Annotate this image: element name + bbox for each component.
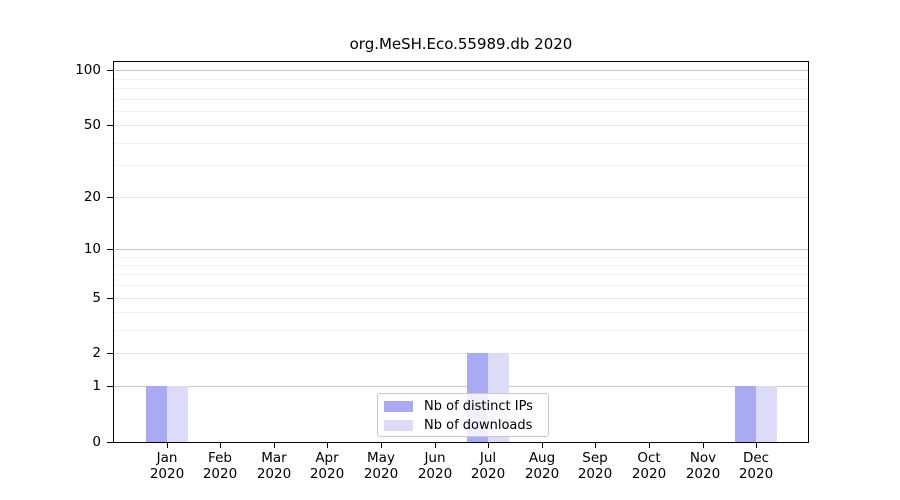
x-axis-label: Sep 2020 bbox=[560, 450, 630, 482]
minor-gridline bbox=[114, 111, 808, 112]
y-axis-tick bbox=[107, 442, 113, 443]
y-axis-label: 100 bbox=[75, 62, 101, 78]
x-axis-tick bbox=[542, 443, 543, 448]
x-axis-label: Mar 2020 bbox=[239, 450, 309, 482]
x-axis-label-month: Jan bbox=[156, 450, 178, 466]
major-gridline bbox=[114, 386, 808, 387]
legend-label: Nb of distinct IPs bbox=[424, 399, 533, 414]
x-axis-tick bbox=[488, 443, 489, 448]
y-axis-label: 50 bbox=[83, 117, 101, 133]
x-axis-label-year: 2020 bbox=[309, 466, 345, 482]
y-axis-tick bbox=[107, 197, 113, 198]
x-axis-label: Feb 2020 bbox=[185, 450, 255, 482]
x-axis-tick bbox=[167, 443, 168, 448]
minor-gridline bbox=[114, 143, 808, 144]
x-axis-label-year: 2020 bbox=[577, 466, 613, 482]
y-axis-tick bbox=[107, 298, 113, 299]
y-axis-label: 5 bbox=[92, 290, 101, 306]
minor-gridline bbox=[114, 285, 808, 286]
y-axis-tick bbox=[107, 70, 113, 71]
y-axis-tick bbox=[107, 125, 113, 126]
x-axis-label-month: Jun bbox=[424, 450, 446, 466]
x-axis-label-year: 2020 bbox=[470, 466, 506, 482]
bar-dec-distinct-ips bbox=[735, 386, 756, 442]
minor-gridline bbox=[114, 330, 808, 331]
x-axis-tick bbox=[435, 443, 436, 448]
legend-label: Nb of downloads bbox=[424, 418, 533, 433]
x-axis-label-year: 2020 bbox=[149, 466, 185, 482]
major-gridline bbox=[114, 70, 808, 71]
x-axis-tick bbox=[327, 443, 328, 448]
x-axis-tick bbox=[274, 443, 275, 448]
y-axis-tick bbox=[107, 353, 113, 354]
x-axis-label: May 2020 bbox=[346, 450, 416, 482]
minor-gridline bbox=[114, 257, 808, 258]
x-axis-label-year: 2020 bbox=[524, 466, 560, 482]
y-axis-tick bbox=[107, 386, 113, 387]
x-axis-label-month: Oct bbox=[637, 450, 661, 466]
bar-jan-downloads bbox=[167, 386, 188, 442]
x-axis-label: Jul 2020 bbox=[453, 450, 523, 482]
x-axis-label-year: 2020 bbox=[685, 466, 721, 482]
x-axis-label: Nov 2020 bbox=[668, 450, 738, 482]
x-axis-label-month: Dec bbox=[742, 450, 770, 466]
x-axis-label-month: Apr bbox=[315, 450, 339, 466]
x-axis-label-month: Aug bbox=[528, 450, 556, 466]
y-axis-label: 1 bbox=[92, 378, 101, 394]
x-axis-label-month: Feb bbox=[208, 450, 232, 466]
x-axis-label-year: 2020 bbox=[631, 466, 667, 482]
y-axis-label: 2 bbox=[92, 345, 101, 361]
x-axis-label: Jan 2020 bbox=[132, 450, 202, 482]
legend-swatch bbox=[384, 420, 413, 431]
minor-gridline bbox=[114, 312, 808, 313]
plot-area bbox=[113, 61, 809, 443]
x-axis-label-year: 2020 bbox=[363, 466, 399, 482]
legend-item: Nb of downloads bbox=[378, 416, 548, 435]
legend-swatch bbox=[384, 401, 413, 412]
x-axis-label-month: Nov bbox=[689, 450, 717, 466]
major-gridline bbox=[114, 197, 808, 198]
x-axis-label-month: Jul bbox=[479, 450, 497, 466]
x-axis-tick bbox=[703, 443, 704, 448]
x-axis-label-month: Mar bbox=[261, 450, 287, 466]
x-axis-label-year: 2020 bbox=[417, 466, 453, 482]
minor-gridline bbox=[114, 274, 808, 275]
x-axis-label: Aug 2020 bbox=[507, 450, 577, 482]
x-axis-label-year: 2020 bbox=[738, 466, 774, 482]
y-axis-label: 10 bbox=[83, 241, 101, 257]
major-gridline bbox=[114, 298, 808, 299]
major-gridline bbox=[114, 353, 808, 354]
legend: Nb of distinct IPs Nb of downloads bbox=[377, 393, 549, 437]
x-axis-label-month: Sep bbox=[582, 450, 608, 466]
x-axis-tick bbox=[649, 443, 650, 448]
x-axis-tick bbox=[756, 443, 757, 448]
legend-item: Nb of distinct IPs bbox=[378, 397, 548, 416]
chart-title: org.MeSH.Eco.55989.db 2020 bbox=[349, 35, 573, 53]
y-axis-label: 20 bbox=[83, 189, 101, 205]
x-axis-label-year: 2020 bbox=[256, 466, 292, 482]
y-axis-tick bbox=[107, 249, 113, 250]
major-gridline bbox=[114, 249, 808, 250]
x-axis-label-year: 2020 bbox=[202, 466, 238, 482]
x-axis-label: Oct 2020 bbox=[614, 450, 684, 482]
bar-jan-distinct-ips bbox=[146, 386, 167, 442]
minor-gridline bbox=[114, 265, 808, 266]
y-axis-label: 0 bbox=[92, 434, 101, 450]
x-axis-label: Jun 2020 bbox=[400, 450, 470, 482]
minor-gridline bbox=[114, 88, 808, 89]
x-axis-tick bbox=[595, 443, 596, 448]
bar-dec-downloads bbox=[756, 386, 777, 442]
minor-gridline bbox=[114, 165, 808, 166]
x-axis-label-month: May bbox=[367, 450, 395, 466]
x-axis-label: Apr 2020 bbox=[292, 450, 362, 482]
major-gridline bbox=[114, 125, 808, 126]
x-axis-tick bbox=[220, 443, 221, 448]
x-axis-tick bbox=[381, 443, 382, 448]
minor-gridline bbox=[114, 79, 808, 80]
x-axis-label: Dec 2020 bbox=[721, 450, 791, 482]
minor-gridline bbox=[114, 99, 808, 100]
